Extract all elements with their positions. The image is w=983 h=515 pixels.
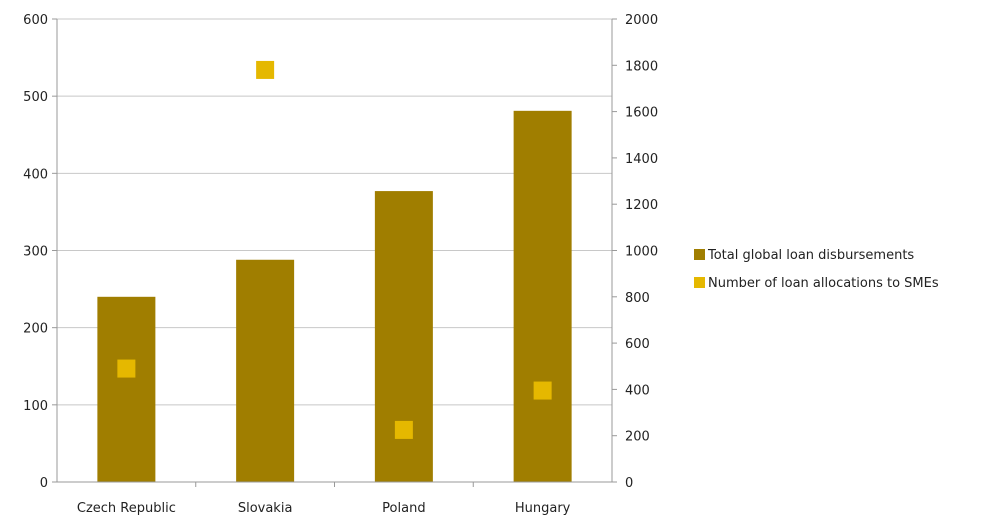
right-tick-label: 800: [625, 291, 650, 306]
category-label: Czech Republic: [77, 501, 176, 515]
right-tick-label: 1000: [625, 245, 658, 260]
right-tick-label: 400: [625, 383, 650, 398]
category-label: Hungary: [515, 501, 571, 515]
right-tick-label: 2000: [625, 13, 658, 28]
legend-swatch-markers: [694, 277, 705, 288]
left-tick-label: 600: [23, 13, 48, 28]
left-tick-label: 500: [23, 90, 48, 105]
category-label: Slovakia: [238, 501, 293, 515]
marker-series: [117, 60, 552, 439]
left-tick-label: 0: [40, 476, 48, 491]
bar: [236, 259, 295, 482]
bar: [513, 110, 572, 482]
bar: [97, 296, 156, 482]
category-labels: Czech Republic Slovakia Poland Hungary: [77, 501, 571, 515]
legend: Total global loan disbursements Number o…: [694, 248, 939, 291]
legend-swatch-bars: [694, 249, 705, 260]
marker-point: [256, 60, 275, 79]
marker-point: [394, 420, 413, 439]
category-label: Poland: [382, 501, 425, 515]
right-tick-label: 1600: [625, 106, 658, 121]
bar-series: [97, 110, 572, 482]
right-axis-ticks: 0 200 400 600 800 1000 1200 1400 1600 1800 2000: [612, 13, 658, 491]
right-tick-label: 1200: [625, 198, 658, 213]
legend-label-markers: Number of loan allocations to SMEs: [708, 276, 939, 291]
right-tick-label: 1800: [625, 59, 658, 74]
right-tick-label: 200: [625, 430, 650, 445]
left-tick-label: 300: [23, 245, 48, 260]
left-tick-label: 200: [23, 322, 48, 337]
left-axis-ticks: 0 100 200 300 400 500 600: [23, 13, 57, 491]
left-tick-label: 400: [23, 167, 48, 182]
legend-label-bars: Total global loan disbursements: [707, 248, 914, 263]
right-tick-label: 0: [625, 476, 633, 491]
right-tick-label: 600: [625, 337, 650, 352]
marker-point: [117, 359, 136, 378]
marker-point: [533, 381, 552, 400]
right-tick-label: 1400: [625, 152, 658, 167]
left-tick-label: 100: [23, 399, 48, 414]
